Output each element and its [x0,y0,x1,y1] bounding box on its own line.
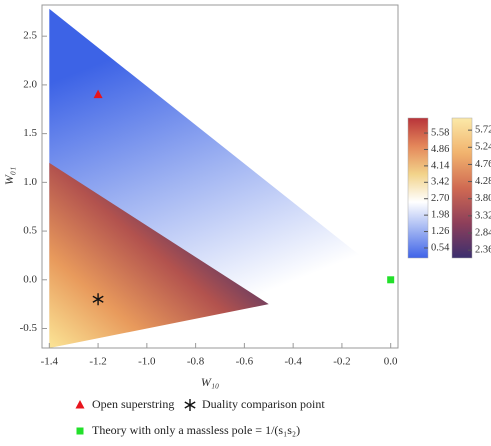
x-axis-label: W₁₀ [201,375,219,389]
y-tick-label: 2.5 [23,30,37,42]
colorbar [407,117,429,259]
plot-frame [41,4,399,349]
y-tick-label: 1.0 [23,176,37,188]
colorbar-tick-label: 1.98 [431,210,449,221]
colorbar-tick-label: 5.72 [475,125,491,136]
y-axis-label: W₀₁ [2,167,16,185]
colorbar-tick-label: 5.58 [431,127,449,138]
y-tick-label: 0.0 [23,273,37,285]
x-tick-label: -0.2 [333,356,350,368]
x-tick-label: -0.8 [187,356,205,368]
x-tick-label: -1.0 [138,356,156,368]
x-tick-label: -0.6 [236,356,254,368]
marker-square [387,276,395,284]
colorbar-tick-label: 3.32 [475,210,491,221]
colorbar-tick-label: 2.84 [475,227,491,238]
x-tick-label: 0.0 [384,356,398,368]
colorbar-tick-label: 4.28 [475,176,491,187]
colorbar-tick-label: 4.14 [431,160,450,171]
colorbar-tick-label: 3.80 [475,193,491,204]
y-tick-label: 0.5 [23,225,37,237]
marker-square [76,427,84,435]
colorbar-tick-label: 1.26 [431,226,449,237]
region [49,162,269,348]
colorbar-tick-label: 0.54 [431,242,450,253]
colorbar-tick-label: 2.36 [475,245,491,256]
colorbar-tick-label: 3.42 [431,177,449,188]
x-tick-label: -1.4 [41,356,59,368]
marker-triangle [93,89,103,99]
x-tick-label: -0.4 [284,356,302,368]
colorbar-tick-label: 4.86 [431,144,449,155]
marker-star [92,293,104,306]
colorbar [451,117,473,259]
x-tick-label: -1.2 [89,356,106,368]
colorbar-tick-label: 5.24 [475,142,491,153]
marker-triangle [75,400,85,409]
y-tick-label: -0.5 [20,322,38,334]
legend-label: Theory with only a massless pole = 1/(s₁… [92,423,300,437]
y-tick-label: 1.5 [23,127,37,139]
legend-label: Duality comparison point [202,397,325,411]
y-tick-label: 2.0 [23,78,37,90]
colorbar-tick-label: 2.70 [431,193,449,204]
marker-star [184,399,196,411]
legend-label: Open superstring [92,397,174,411]
colorbar-tick-label: 4.76 [475,159,491,170]
